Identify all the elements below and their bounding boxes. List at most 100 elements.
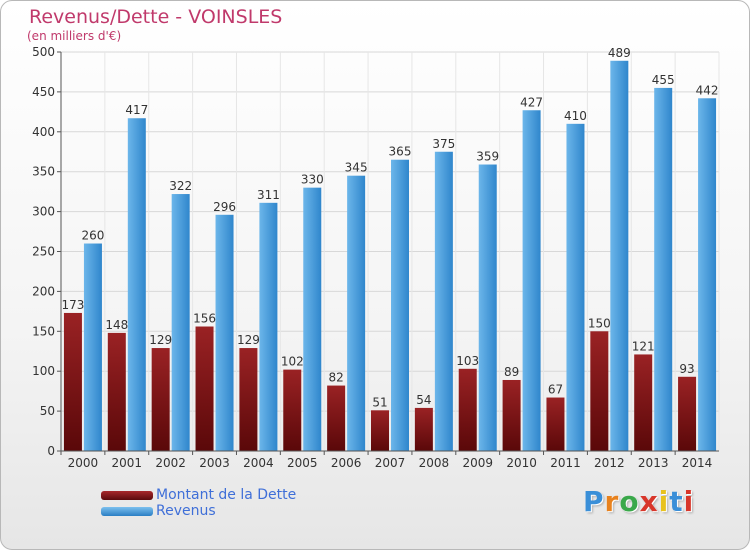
bar-revenue	[215, 214, 234, 451]
bar-debt	[327, 385, 346, 451]
data-label-debt: 129	[149, 333, 172, 347]
bar-revenue	[698, 98, 717, 451]
bars	[63, 60, 717, 452]
axes: 0 50 100 150 200 250 300 350 400 450 500 2000 2001 20…	[32, 45, 719, 470]
bar-revenue	[478, 164, 497, 451]
bar-debt	[151, 348, 170, 451]
data-label-debt: 102	[281, 355, 304, 369]
data-label-debt: 121	[632, 339, 655, 353]
data-label-debt: 93	[679, 362, 694, 376]
bar-debt	[634, 354, 653, 451]
data-label-revenue: 296	[213, 200, 236, 214]
data-label-revenue: 359	[476, 150, 499, 164]
data-label-debt: 54	[416, 393, 431, 407]
data-label-revenue: 322	[169, 179, 192, 193]
x-tick-label: 2006	[331, 456, 362, 470]
y-tick-label: 300	[32, 205, 55, 219]
bar-debt	[546, 397, 565, 451]
y-tick-label: 400	[32, 125, 55, 139]
logo-letter: t	[669, 485, 684, 518]
y-tick-label: 200	[32, 284, 55, 298]
data-label-debt: 103	[456, 354, 479, 368]
x-tick-label: 2009	[462, 456, 493, 470]
data-label-debt: 173	[61, 298, 84, 312]
x-tick-label: 2010	[506, 456, 537, 470]
bar-revenue	[654, 87, 673, 451]
data-label-revenue: 442	[696, 83, 719, 97]
bar-revenue	[171, 194, 190, 451]
bar-debt	[458, 368, 477, 451]
bar-debt	[107, 332, 126, 451]
x-tick-label: 2002	[155, 456, 186, 470]
x-tick-label: 2014	[682, 456, 713, 470]
y-tick-label: 500	[32, 45, 55, 59]
data-label-revenue: 410	[564, 109, 587, 123]
bar-debt	[283, 369, 302, 451]
data-label-revenue: 345	[345, 161, 368, 175]
logo-letter: P	[583, 485, 605, 518]
y-tick-label: 350	[32, 165, 55, 179]
bar-debt	[414, 407, 433, 451]
bar-revenue	[566, 123, 585, 451]
bar-debt	[195, 326, 214, 451]
data-label-debt: 156	[193, 312, 216, 326]
bar-debt	[678, 376, 697, 451]
x-tick-label: 2012	[594, 456, 625, 470]
data-label-revenue: 311	[257, 188, 280, 202]
legend-swatch-debt	[101, 491, 153, 500]
data-label-revenue: 455	[652, 73, 675, 87]
y-tick-label: 50	[40, 404, 55, 418]
y-tick-label: 0	[47, 444, 55, 458]
grid-lines	[60, 51, 720, 452]
logo-letter: r	[604, 485, 620, 518]
bar-revenue	[303, 187, 322, 451]
x-tick-label: 2013	[638, 456, 669, 470]
logo-letter: o	[619, 485, 640, 518]
logo-letter: i	[683, 485, 695, 518]
legend-label-debt: Montant de la Dette	[156, 487, 297, 503]
bar-revenue	[83, 243, 102, 451]
legend-label-revenue: Revenus	[156, 503, 216, 519]
data-labels: 173 260 148 417 129 322 156 296 129 311 102 330 82 34…	[61, 46, 718, 410]
y-tick-label: 150	[32, 324, 55, 338]
x-tick-label: 2011	[550, 456, 581, 470]
data-label-debt: 150	[588, 316, 611, 330]
y-tick-label: 450	[32, 85, 55, 99]
bar-revenue	[434, 151, 453, 451]
bar-revenue	[127, 118, 146, 451]
y-tick-label: 100	[32, 364, 55, 378]
bar-revenue	[391, 159, 409, 452]
data-label-debt: 129	[237, 333, 260, 347]
data-label-debt: 67	[548, 383, 563, 397]
legend-swatch-revenue	[101, 507, 153, 516]
bar-debt	[502, 379, 521, 451]
bar-revenue	[610, 60, 629, 451]
x-tick-label: 2001	[112, 456, 143, 470]
data-label-debt: 51	[372, 395, 387, 409]
chart-title: Revenus/Dette - VOINSLES	[29, 6, 283, 28]
bar-revenue	[347, 175, 366, 451]
logo-letter: i	[658, 485, 670, 518]
data-label-debt: 148	[105, 318, 128, 332]
bar-debt	[590, 331, 609, 451]
x-tick-label: 2004	[243, 456, 274, 470]
data-label-revenue: 260	[81, 229, 104, 243]
data-label-debt: 82	[328, 371, 343, 385]
data-label-revenue: 375	[432, 137, 455, 151]
data-label-revenue: 417	[125, 103, 148, 117]
x-tick-label: 2003	[199, 456, 230, 470]
data-label-revenue: 365	[389, 145, 412, 159]
proxiti-logo: Proxiti	[583, 485, 694, 518]
bar-revenue	[522, 110, 541, 451]
x-tick-label: 2008	[419, 456, 450, 470]
data-label-revenue: 330	[301, 173, 324, 187]
data-label-revenue: 427	[520, 95, 543, 109]
bar-debt	[371, 410, 389, 451]
y-tick-label: 250	[32, 245, 55, 259]
x-tick-label: 2000	[68, 456, 99, 470]
x-tick-label: 2007	[375, 456, 406, 470]
x-tick-label: 2005	[287, 456, 318, 470]
bar-debt	[239, 348, 258, 451]
